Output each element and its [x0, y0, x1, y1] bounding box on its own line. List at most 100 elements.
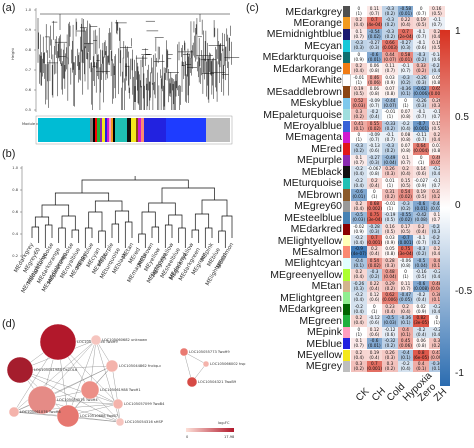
cell-pvalue: (0.2) — [385, 33, 395, 39]
module-color-strip-frame — [35, 115, 233, 145]
heatmap-cell: -0.3 (0.2) — [382, 17, 398, 29]
cell-correlation: 0.41 — [354, 120, 364, 126]
cell-pvalue: (0.6) — [369, 320, 380, 326]
cell-pvalue: (0.9) — [385, 79, 395, 85]
module-color-block — [115, 118, 127, 142]
cell-correlation: -0.1 — [432, 17, 441, 23]
module-color-swatch — [343, 86, 350, 98]
cell-pvalue: (0.1) — [353, 125, 364, 131]
heatmap-cell: 0.45 (0.06) — [397, 338, 414, 350]
heatmap-cell: -0.29 (0.2) — [429, 235, 445, 247]
cell-pvalue: (0.4) — [353, 205, 364, 211]
cell-correlation: -0.9 — [354, 246, 363, 252]
cell-correlation: -0.55 — [400, 212, 412, 218]
cell-correlation: 0.03 — [385, 74, 395, 80]
cell-pvalue: (0.1) — [400, 354, 411, 360]
heatmap-cell: 0.48 (0.04) — [382, 269, 398, 281]
heatmap-cell: 0 (1) — [351, 6, 367, 18]
cell-correlation: 0.3 — [355, 360, 363, 366]
cell-correlation: -0.1 — [432, 177, 441, 183]
cell-correlation: 0.06 — [416, 338, 426, 344]
network-node — [112, 398, 124, 410]
cell-pvalue: (0.7) — [400, 68, 411, 74]
cell-correlation: 0.15 — [432, 120, 442, 126]
heatmap-cell: -0.1 (0.7) — [429, 177, 445, 190]
cell-correlation: 0.3 — [386, 360, 394, 366]
cell-correlation: -0.6 — [370, 338, 379, 344]
cell-correlation: -0.2 — [401, 120, 410, 126]
cell-correlation: 0.26 — [432, 97, 442, 103]
heatmap-cell: 0.2 (0.4) — [429, 28, 445, 41]
cell-correlation: -0.5 — [354, 212, 363, 218]
heatmap-cell: -0.7 (0.001) — [413, 120, 429, 132]
module-label: MEgrey60 — [294, 200, 342, 213]
module-label: MEroyalblue — [283, 120, 342, 132]
heatmap-cell: -0.3 (0.2) — [351, 143, 367, 155]
cell-correlation: -0.2 — [354, 166, 363, 172]
heatmap-cell: -0.2 (0.4) — [429, 326, 445, 339]
colorbar-tick: -0.5 — [455, 286, 473, 297]
module-label: MEblue — [306, 337, 342, 350]
heatmap-cell: 0.22 (0.4) — [397, 17, 414, 29]
cell-correlation: -0.6 — [370, 51, 379, 57]
cell-pvalue: (0.8) — [369, 171, 380, 177]
heatmap-cell: 0.11 (0.7) — [382, 63, 398, 75]
heatmap-cell: 0.4 (0.1) — [429, 257, 445, 270]
module-label: MEdarkgrey — [285, 5, 342, 18]
cell-pvalue: (0.7) — [416, 136, 427, 142]
cell-correlation: 0.1 — [355, 28, 363, 34]
heatmap-cell: -0.5 (0.03) — [382, 315, 398, 327]
eigengene-ytick: 0.6 — [12, 210, 18, 214]
cell-pvalue: (0.004) — [429, 91, 445, 97]
module-label: MEturquoise — [283, 177, 342, 190]
colorbar-tick: 0 — [455, 200, 461, 211]
cell-pvalue: (0.6) — [416, 45, 427, 51]
module-color-block — [93, 118, 95, 142]
dendrogram-ytick: 0.6 — [25, 88, 31, 92]
cell-pvalue: (0.4) — [353, 297, 364, 303]
heatmap-cell: 0.08 (0.8) — [397, 131, 414, 144]
heatmap-cell: 0.3 (0.2) — [351, 360, 367, 373]
cell-pvalue: (0.7) — [353, 33, 364, 39]
cell-pvalue: (0.9) — [353, 56, 364, 62]
heatmap-cell: -0.1 (0.7) — [413, 109, 429, 121]
cell-pvalue: (0.3) — [369, 228, 380, 234]
cell-correlation: -0.54 — [368, 28, 380, 34]
cell-pvalue: (0.01) — [352, 194, 366, 200]
cell-correlation: -0.1 — [417, 28, 426, 34]
cell-pvalue: (0.1) — [400, 91, 411, 97]
heatmap-cell: 0 (0.9) — [351, 51, 367, 64]
cell-correlation: 0.55 — [369, 120, 380, 126]
heatmap-cell: -0.2 (0.4) — [413, 326, 429, 339]
module-color-swatch — [343, 235, 350, 247]
dendrogram-ytick: 0.9 — [25, 28, 31, 32]
heatmap-cell: 0.3 (0.2) — [351, 109, 367, 121]
module-label: MElightcyan — [284, 257, 342, 270]
module-label: MEpaleturquoise — [263, 108, 342, 121]
network-edge — [13, 339, 97, 413]
cell-pvalue: (0.1) — [431, 262, 442, 268]
cell-pvalue: (0.08) — [414, 217, 428, 223]
cell-correlation: -0.26 — [353, 280, 365, 286]
module-color-swatch — [343, 280, 350, 293]
cell-correlation: 0.1 — [355, 338, 363, 344]
cell-correlation: 0 — [357, 51, 361, 57]
cell-correlation: -0.36 — [400, 86, 412, 92]
network-node-label: LOC105061988 TwoH1 — [100, 388, 141, 392]
module-color-block — [90, 118, 93, 142]
heatmap-cell: -0.4 (0.1) — [351, 257, 367, 270]
module-color-swatch — [343, 109, 350, 121]
cell-pvalue: (0.3) — [416, 102, 427, 108]
cell-pvalue: (0.2) — [369, 274, 380, 280]
module-label: MEorange — [293, 16, 342, 29]
cell-correlation: 0.07 — [400, 143, 411, 149]
cell-pvalue: (0.8) — [369, 91, 380, 97]
cell-correlation: -0.12 — [384, 326, 396, 332]
cell-correlation: -0.067 — [367, 166, 382, 172]
cell-pvalue: (0.07) — [383, 102, 397, 108]
cell-pvalue: (0.7) — [416, 33, 427, 39]
heatmap-cell: 0 (1) — [366, 303, 383, 316]
cell-correlation: 0.3 — [433, 338, 441, 344]
cell-pvalue: (0.4) — [431, 33, 442, 39]
